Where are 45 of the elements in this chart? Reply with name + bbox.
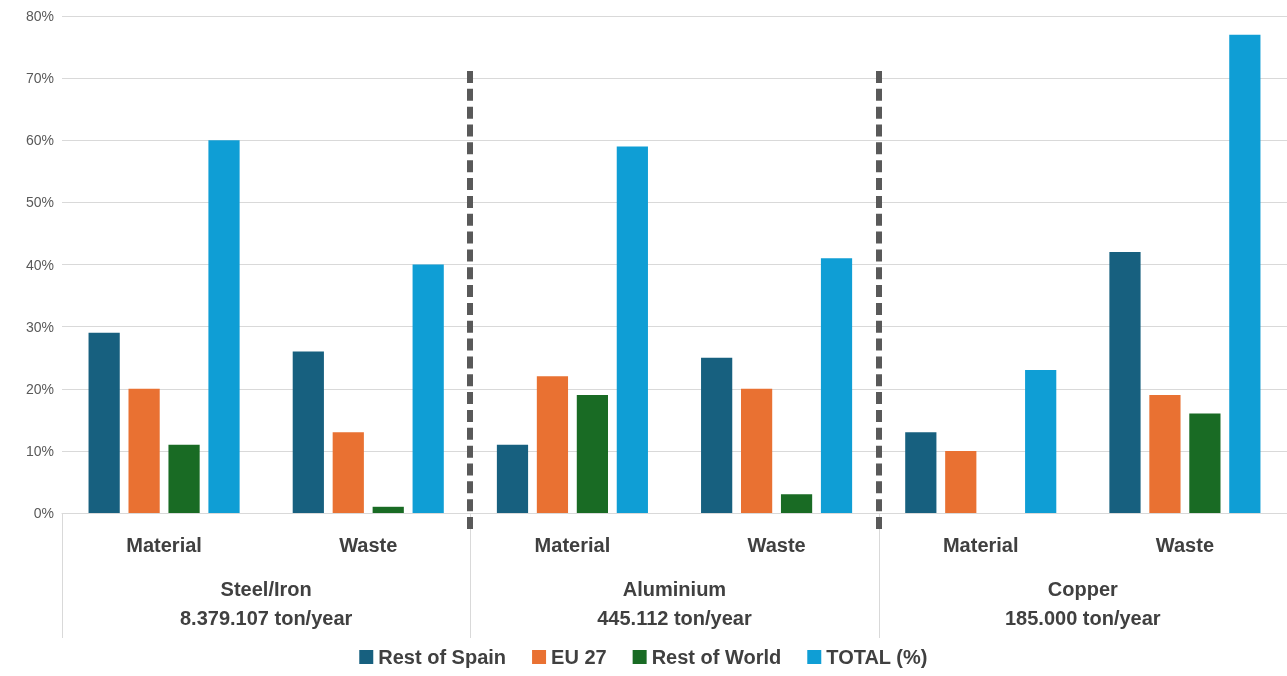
text: Aluminium 445.112 ton/year (596, 577, 753, 631)
y-tick-label: 20% (25, 380, 54, 397)
bar (292, 351, 324, 513)
text: Copper 185.000 ton/year (1004, 577, 1162, 631)
y-tick-label: 50% (25, 194, 54, 211)
x-tick-label: Waste (1155, 534, 1214, 556)
x-tick-label: Waste (747, 534, 806, 556)
bar (741, 388, 773, 513)
y-tick-label: 0% (33, 505, 54, 521)
legend-label: Rest of World (651, 646, 782, 668)
bar (536, 376, 569, 513)
bar (1229, 34, 1261, 513)
bar (576, 394, 608, 513)
bar (168, 444, 200, 513)
bar (820, 258, 853, 513)
y-tick-label: 80% (25, 8, 54, 24)
bar (412, 264, 444, 513)
bar (701, 357, 733, 513)
bar (1189, 413, 1221, 513)
bar (1025, 370, 1057, 513)
bar (905, 432, 937, 513)
bar (945, 450, 977, 513)
text: Steel/Iron 8.379.107 ton/year (179, 577, 354, 631)
legend-label: EU 27 (551, 646, 607, 668)
legend-label: TOTAL (%) (826, 646, 928, 668)
y-tick-label: 30% (25, 318, 54, 335)
y-tick-label: 60% (25, 132, 54, 149)
bar (332, 432, 364, 513)
bar (128, 388, 160, 513)
bar (1109, 252, 1141, 513)
bar (88, 332, 120, 513)
y-tick-label: 40% (25, 256, 54, 273)
bar (372, 506, 404, 513)
x-tick-label: Material (534, 534, 611, 556)
bar (1149, 394, 1181, 513)
bar (616, 146, 648, 513)
bar (496, 444, 529, 513)
bar (780, 494, 813, 513)
bar (208, 140, 240, 513)
x-tick-label: Waste (339, 534, 398, 556)
x-tick-label: Material (942, 534, 1019, 556)
y-tick-label: 70% (25, 70, 54, 87)
legend-label: Rest of Spain (378, 646, 507, 668)
y-tick-label: 10% (25, 442, 54, 459)
x-tick-label: Material (126, 534, 202, 556)
